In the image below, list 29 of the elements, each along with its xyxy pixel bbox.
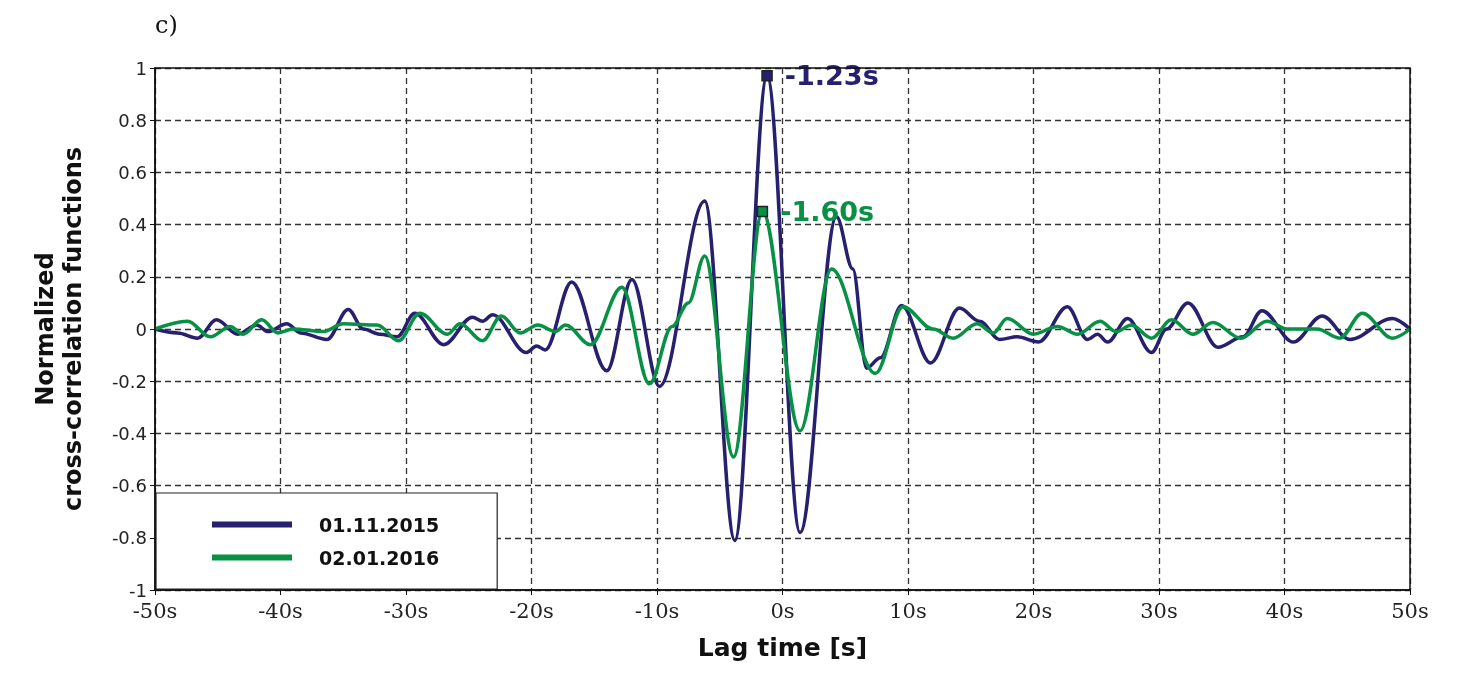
y-tick-label: -0.4 xyxy=(111,422,147,444)
x-axis-title: Lag time [s] xyxy=(697,633,868,662)
y-axis-title: Normalized cross-correlation functions xyxy=(31,146,87,512)
y-tick-label: 1 xyxy=(135,57,147,79)
annotation: -1.60s xyxy=(780,196,875,228)
y-tick-label: 0 xyxy=(135,318,147,340)
x-tick-label: 20s xyxy=(1014,598,1053,623)
x-tick-label: -50s xyxy=(132,598,178,623)
y-tick-label: -0.6 xyxy=(111,475,147,497)
x-tick-label: -40s xyxy=(258,598,303,623)
legend-label: 02.01.2016 xyxy=(319,546,440,569)
y-tick-label: -0.2 xyxy=(111,370,147,392)
x-tick-label: -20s xyxy=(509,598,554,623)
x-tick-label: 50s xyxy=(1391,598,1429,623)
x-tick-label: 30s xyxy=(1140,598,1178,623)
legend-label: 01.11.2015 xyxy=(319,513,440,536)
annotation: -1.23s xyxy=(784,60,879,92)
y-tick-label: -0.8 xyxy=(111,527,147,549)
y-tick-label: 0.8 xyxy=(118,109,147,131)
x-tick-label: -10s xyxy=(634,598,680,623)
x-tick-label: -30s xyxy=(383,598,429,623)
y-tick-label: 0.6 xyxy=(118,161,147,183)
x-tick-label: 10s xyxy=(889,598,927,623)
chart-title: c) xyxy=(155,11,178,39)
x-tick-label: 0s xyxy=(770,598,795,623)
x-tick-label: 40s xyxy=(1265,598,1304,623)
y-tick-label: 0.4 xyxy=(118,214,147,236)
y-tick-label: -1 xyxy=(129,579,147,601)
y-tick-label: 0.2 xyxy=(118,266,147,288)
